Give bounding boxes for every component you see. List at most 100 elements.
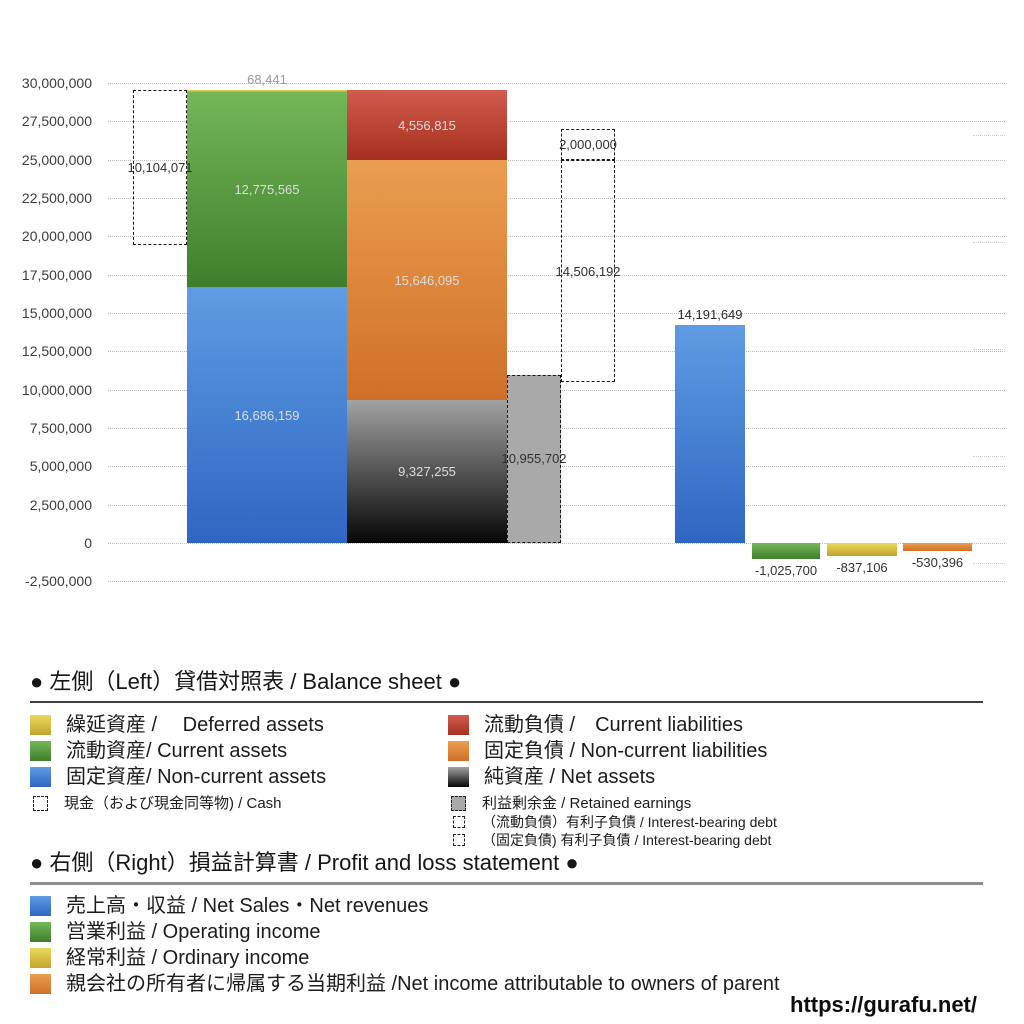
legend-item-label: （固定負債) 有利子負債 / Interest-bearing debt	[482, 832, 772, 848]
bar-net-sales[interactable]: 14,191,649	[675, 307, 745, 543]
bar-value-label: 14,191,649	[677, 307, 743, 323]
legend-item-label: 流動資産/ Current assets	[66, 740, 288, 762]
gridline	[108, 581, 1005, 583]
legend-item-deferred-assets: 繰延資産 / Deferred assets	[30, 714, 448, 736]
y-axis-tick-label: -2,500,000	[25, 573, 92, 590]
red-swatch-icon	[448, 715, 469, 735]
secondary-gridline-stub	[973, 456, 1005, 457]
yellow-swatch-icon	[30, 715, 51, 735]
legend-item-label: 経常利益 / Ordinary income	[66, 947, 310, 969]
legend-profit-loss-rows: 売上高・収益 / Net Sales・Net revenues 営業利益 / O…	[30, 885, 983, 995]
legend-profit-loss: ● 右側（Right）損益計算書 / Profit and loss state…	[30, 845, 983, 995]
bar-value-label: 10,955,702	[501, 451, 567, 467]
bar-segment-current-assets[interactable]: 12,775,565	[187, 91, 347, 288]
segment-value-label: 4,556,815	[398, 117, 456, 133]
green-swatch-icon	[30, 741, 51, 761]
legend-balance-sheet: ● 左側（Left）貸借対照表 / Balance sheet ● 繰延資産 /…	[30, 664, 983, 848]
overlay-value-label: 10,104,071	[127, 160, 193, 176]
legend-item-label: （流動負債）有利子負債 / Interest-bearing debt	[482, 814, 777, 830]
bar-segment-non-current-assets[interactable]: 16,686,159	[187, 287, 347, 543]
legend-profit-loss-header: ● 右側（Right）損益計算書 / Profit and loss state…	[30, 845, 983, 885]
bar-net-income-parent[interactable]: -530,396	[903, 543, 972, 570]
bar-segment-non-current-liabilities[interactable]: 15,646,095	[347, 160, 507, 400]
gridline	[108, 543, 1005, 544]
y-axis-tick-label: 27,500,000	[21, 113, 92, 130]
bar-value-label: -530,396	[911, 555, 964, 571]
y-axis-tick-label: 15,000,000	[21, 305, 92, 321]
bar-operating-income[interactable]: -1,025,700	[752, 543, 820, 578]
secondary-gridline-stub	[973, 563, 1005, 564]
secondary-gridline-stub	[973, 349, 1005, 350]
legend-item-net-income-parent: 親会社の所有者に帰属する当期利益 /Net income attributabl…	[30, 973, 983, 995]
legend-item-label: 繰延資産 / Deferred assets	[66, 714, 324, 736]
legend-item-current-liabilities: 流動負債 / Current liabilities	[448, 714, 983, 736]
legend-item-net-sales: 売上高・収益 / Net Sales・Net revenues	[30, 895, 983, 917]
y-axis-tick-label: 5,000,000	[29, 458, 92, 475]
gridline	[108, 121, 1005, 123]
bar-value-label: -837,106	[836, 559, 888, 575]
orange-swatch-icon	[30, 974, 51, 994]
legend-item-current-assets: 流動資産/ Current assets	[30, 740, 448, 762]
green-swatch-icon	[30, 922, 51, 942]
secondary-gridline-stub	[973, 135, 1005, 136]
segment-value-label: 9,327,255	[398, 463, 456, 479]
legend-item-label: 売上高・収益 / Net Sales・Net revenues	[66, 895, 429, 917]
plot-area: 30,000,000 27,500,000 25,000,000 22,500,000…	[21, 72, 1005, 590]
legend-item-non-current-assets: 固定資産/ Non-current assets	[30, 766, 448, 788]
overlay-box-cash[interactable]: 10,104,071	[127, 90, 193, 246]
y-axis-tick-label: 2,500,000	[29, 496, 92, 513]
y-axis-tick-label: 10,000,000	[21, 381, 92, 398]
gridline	[108, 351, 1005, 353]
y-axis-tick-label: 7,500,000	[29, 420, 92, 436]
legend-item-ordinary-income: 経常利益 / Ordinary income	[30, 947, 983, 969]
bar-ordinary-income[interactable]: -837,106	[827, 543, 897, 575]
bar-segment-current-liabilities[interactable]: 4,556,815	[347, 90, 507, 161]
legend-column-liabilities: 流動負債 / Current liabilities 固定負債 / Non-cu…	[448, 710, 983, 848]
legend-item-label: 純資産 / Net assets	[484, 766, 656, 788]
bar-segment-deferred-assets[interactable]: 68,441	[187, 72, 347, 93]
legend-item-label: 親会社の所有者に帰属する当期利益 /Net income attributabl…	[66, 973, 780, 995]
overlay-box-interest-bearing-debt-current[interactable]: 2,000,000	[559, 129, 617, 161]
gridline	[108, 313, 1005, 314]
legend-item-operating-income: 営業利益 / Operating income	[30, 921, 983, 943]
legend-column-assets: 繰延資産 / Deferred assets 流動資産/ Current ass…	[30, 710, 448, 848]
gridline	[108, 159, 1005, 161]
overlay-value-label: 14,506,192	[555, 263, 621, 279]
gridline	[108, 198, 1005, 199]
legend-balance-sheet-columns: 繰延資産 / Deferred assets 流動資産/ Current ass…	[30, 703, 983, 848]
dotted-box-swatch-icon	[453, 816, 465, 828]
bar-segment-net-assets[interactable]: 9,327,255	[347, 399, 507, 543]
bar-value-label: -1,025,700	[754, 562, 818, 578]
legend-item-interest-bearing-debt-current: （流動負債）有利子負債 / Interest-bearing debt	[448, 814, 983, 830]
blue-swatch-icon	[30, 767, 51, 787]
segment-value-label: 12,775,565	[234, 181, 300, 197]
legend-balance-sheet-header: ● 左側（Left）貸借対照表 / Balance sheet ●	[30, 664, 983, 703]
legend-item-non-current-liabilities: 固定負債 / Non-current liabilities	[448, 740, 983, 762]
bar-retained-earnings[interactable]: 10,955,702	[501, 375, 567, 543]
legend-item-label: 固定資産/ Non-current assets	[66, 766, 327, 788]
legend-item-label: 流動負債 / Current liabilities	[484, 714, 743, 736]
legend-item-label: 現金（および現金同等物) / Cash	[64, 795, 282, 812]
orange-swatch-icon	[448, 741, 469, 761]
gridline	[108, 83, 1005, 84]
overlay-box-interest-bearing-debt-non-current[interactable]: 14,506,192	[555, 160, 621, 383]
y-axis-tick-label: 12,500,000	[21, 343, 92, 360]
y-axis-tick-label: 30,000,000	[21, 75, 92, 91]
legend-item-interest-bearing-debt-non-current: （固定負債) 有利子負債 / Interest-bearing debt	[448, 832, 983, 848]
black-gradient-swatch-icon	[448, 767, 469, 787]
dotted-box-swatch-icon	[453, 834, 465, 846]
legend-item-label: 営業利益 / Operating income	[66, 921, 321, 943]
legend-item-net-assets: 純資産 / Net assets	[448, 766, 983, 788]
dotted-box-swatch-icon	[33, 796, 48, 811]
yellow-swatch-icon	[30, 948, 51, 968]
legend-item-label: 利益剰余金 / Retained earnings	[482, 795, 692, 812]
site-url-link[interactable]: https://gurafu.net/	[790, 992, 977, 1017]
dotted-gray-swatch-icon	[451, 796, 466, 811]
segment-value-label: 16,686,159	[234, 407, 300, 423]
y-axis-tick-label: 22,500,000	[21, 190, 92, 206]
overlay-value-label: 2,000,000	[559, 137, 617, 153]
legend-item-label: 固定負債 / Non-current liabilities	[484, 740, 768, 762]
gridline	[108, 274, 1005, 276]
secondary-gridline-stub	[973, 242, 1005, 243]
